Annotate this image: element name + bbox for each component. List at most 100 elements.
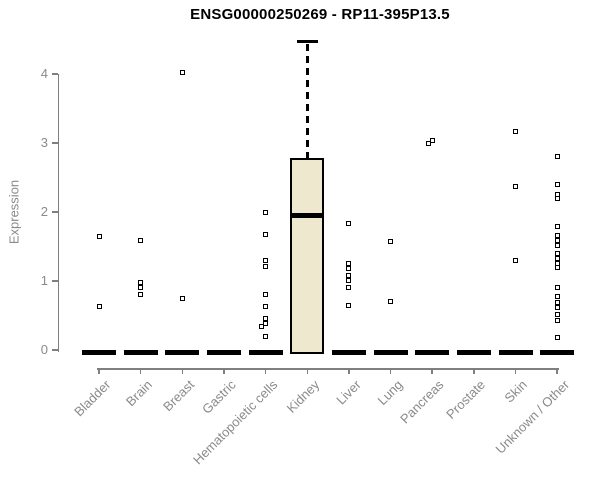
y-axis-line [57,74,59,352]
x-tick [389,368,392,374]
data-point [179,70,185,76]
data-point [554,255,560,261]
data-point [554,242,560,248]
data-point [554,311,560,317]
zero-bar-brain [123,349,158,355]
data-point [554,299,560,305]
data-point [263,257,269,263]
median-line-kidney [290,212,325,218]
x-tick-label-kidney: Kidney [283,377,322,416]
data-point [554,317,560,323]
data-point [554,232,560,238]
zero-bar-pancreas [415,349,450,355]
data-point [346,272,352,278]
y-tick [51,211,58,213]
data-point [138,279,144,285]
data-point [513,183,518,189]
y-tick [51,73,58,75]
data-point [346,303,352,309]
zero-bar-hematopoietic-cells [248,349,283,355]
zero-bar-bladder [82,349,116,355]
data-point [346,261,352,267]
y-tick-label: 1 [40,273,48,288]
data-point [259,324,265,330]
data-point [346,266,352,272]
zero-bar-skin [498,349,533,355]
x-tick-label-brain: Brain [123,377,156,410]
x-tick-label-prostate: Prostate [443,377,489,422]
y-tick-label: 4 [40,66,48,81]
box-kidney [290,157,325,354]
data-point [554,237,560,243]
data-point [263,320,269,326]
x-tick [264,368,267,374]
x-tick-label-unknown-other: Unknown / Other [492,377,572,457]
zero-bar-lung [373,349,408,355]
data-point [138,285,144,291]
data-point [425,141,431,147]
chart-title: ENSG00000250269 - RP11-395P13.5 [190,6,450,23]
data-point [554,335,560,341]
x-tick [139,368,142,374]
zero-bar-unknown-other [540,349,575,355]
y-tick-label: 3 [40,135,48,150]
data-point [263,209,269,215]
x-tick [556,368,558,374]
upper-whisker-kidney [306,43,309,158]
data-point [554,284,560,290]
x-tick-label-liver: Liver [332,377,364,408]
data-point [346,284,352,290]
data-point [554,181,560,187]
data-point [96,304,102,310]
data-point [554,305,560,311]
y-tick-label: 0 [40,342,48,357]
x-tick [473,368,475,374]
data-point [263,264,269,269]
data-point [346,220,352,226]
data-point [138,292,144,298]
x-tick [514,368,517,374]
x-tick [223,368,225,374]
data-point [513,257,518,263]
x-tick-label-bladder: Bladder [71,377,114,420]
data-point [554,223,560,229]
x-tick-label-pancreas: Pancreas [397,377,447,427]
x-tick-label-gastric: Gastric [198,377,239,417]
data-point [429,138,435,144]
y-tick [51,349,58,351]
data-point [554,264,560,270]
data-point [388,298,394,304]
data-point [554,294,560,300]
data-point [263,315,269,321]
x-tick [181,368,184,374]
data-point [388,239,394,245]
whisker-cap-kidney [296,40,318,43]
y-tick [51,142,58,144]
data-point [513,128,518,134]
x-tick [306,368,308,374]
y-tick-label: 2 [40,204,48,219]
y-tick [51,280,58,282]
data-point [554,196,560,202]
data-point [96,234,102,240]
data-point [179,296,185,302]
x-axis-line [97,368,559,370]
x-tick [348,368,350,374]
data-point [263,232,269,238]
x-tick-label-skin: Skin [501,377,531,406]
x-tick [431,368,433,374]
x-tick-label-breast: Breast [159,377,197,415]
x-tick [98,368,100,374]
data-point [554,250,560,256]
x-tick-label-lung: Lung [374,377,406,409]
zero-bar-liver [331,349,366,355]
zero-bar-breast [165,349,200,355]
data-point [554,153,560,159]
data-point [263,292,269,298]
data-point [138,238,144,244]
data-point [263,304,269,310]
zero-bar-prostate [456,349,491,355]
data-point [263,334,269,340]
data-point [346,277,352,283]
